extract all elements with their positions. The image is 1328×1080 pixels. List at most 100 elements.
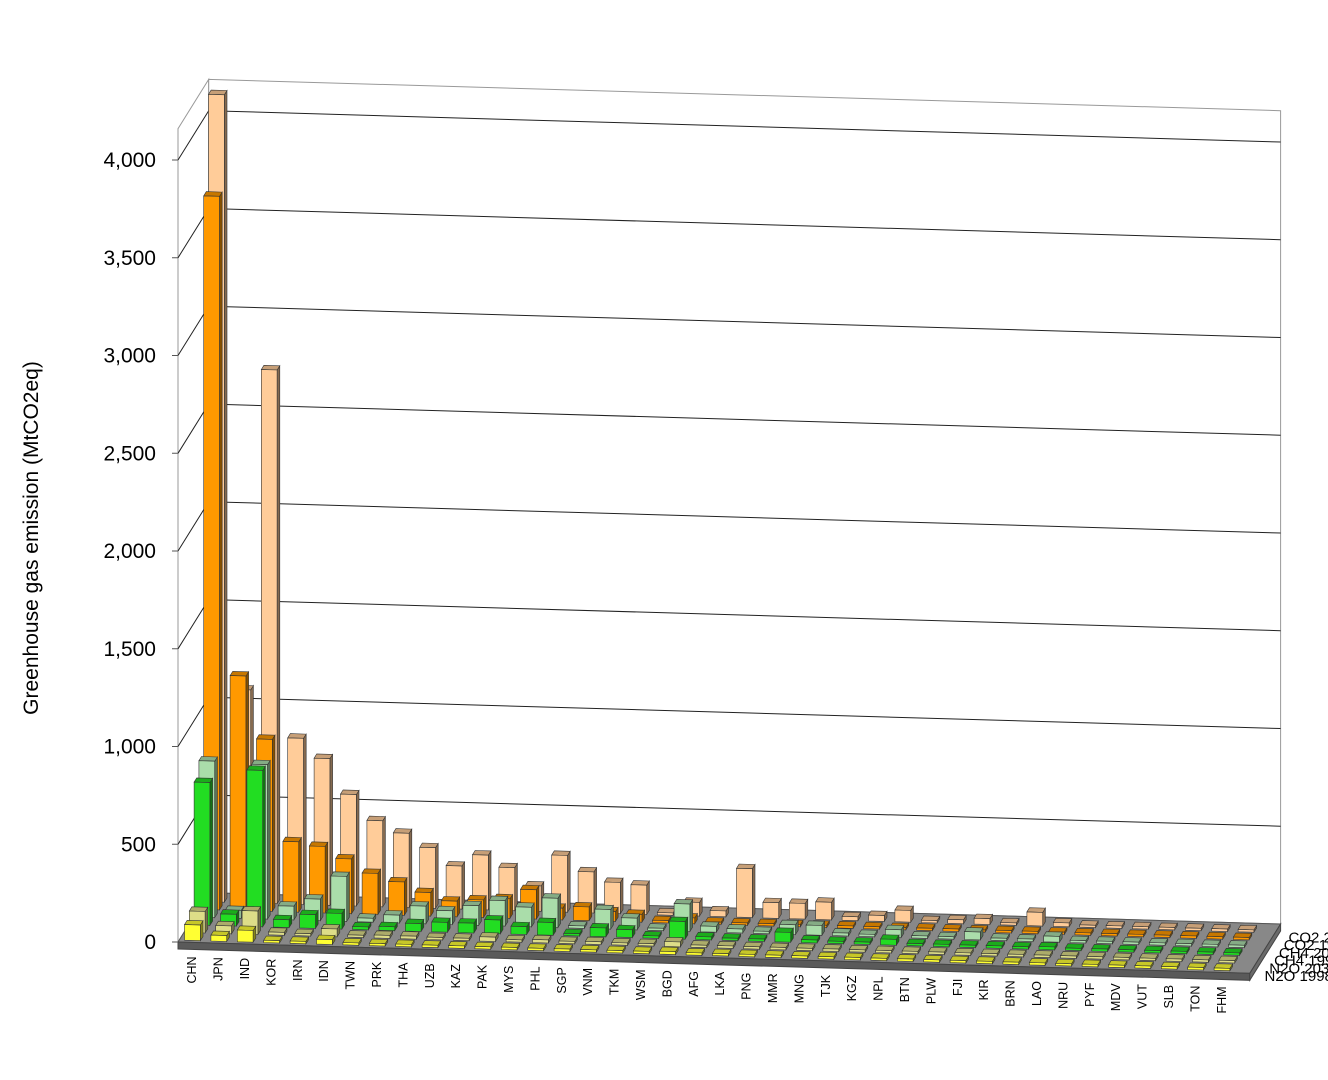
bar	[630, 879, 650, 916]
bar	[747, 933, 768, 943]
bar	[510, 921, 530, 936]
bar	[1218, 955, 1238, 965]
bar	[282, 836, 302, 914]
bar	[527, 943, 547, 952]
bar	[457, 917, 478, 935]
bar	[563, 928, 583, 938]
x-tick-label: CHN	[185, 956, 199, 983]
bar	[822, 943, 842, 953]
bar	[875, 945, 895, 955]
x-tick-label: PYF	[1083, 982, 1097, 1007]
x-tick-label: VNM	[581, 968, 595, 996]
y-tick-label: 2,000	[103, 540, 156, 563]
bar	[368, 938, 389, 948]
bar	[452, 933, 473, 942]
bar	[999, 917, 1020, 927]
bar	[536, 917, 557, 937]
series-label: CO2 2032	[1289, 930, 1328, 947]
bar	[272, 914, 293, 929]
y-tick-label: 2,500	[103, 442, 156, 465]
bar	[1033, 949, 1054, 959]
bar	[690, 939, 710, 949]
bar	[836, 920, 857, 930]
bar	[1131, 921, 1152, 931]
bar	[404, 918, 425, 933]
bar	[711, 948, 732, 958]
bar	[1127, 929, 1147, 938]
bar	[743, 941, 763, 951]
bar	[387, 876, 408, 917]
bar	[642, 930, 662, 940]
x-tick-label: MDV	[1109, 983, 1123, 1011]
bar	[920, 915, 941, 925]
x-tick-label: PRK	[370, 961, 384, 987]
x-tick-label: PNG	[740, 973, 754, 1000]
series-label: CH4 1998	[1274, 953, 1328, 970]
bar	[800, 934, 821, 945]
x-tick-label: KIR	[977, 980, 991, 1001]
bar	[1112, 952, 1133, 961]
bar	[342, 937, 362, 947]
bar	[1191, 954, 1212, 964]
bar	[637, 938, 658, 948]
bar	[863, 921, 883, 931]
bar	[1153, 929, 1174, 939]
bar	[236, 925, 257, 944]
bar	[699, 921, 720, 934]
bar	[901, 946, 922, 955]
bar	[399, 930, 420, 941]
bar	[1184, 923, 1205, 932]
bar	[858, 929, 878, 938]
bar	[985, 940, 1006, 950]
bar	[843, 952, 864, 961]
x-tick-label: FJI	[951, 979, 965, 996]
x-tick-label: KOR	[264, 959, 278, 986]
bar	[932, 939, 953, 948]
x-tick-label: NPL	[872, 976, 886, 1000]
series-label: CH4 2032	[1279, 945, 1328, 962]
bar	[927, 946, 948, 956]
bar	[1187, 962, 1207, 972]
bar	[1002, 956, 1022, 966]
x-tick-label: BRN	[1004, 980, 1018, 1006]
y-tick-label: 1,500	[103, 638, 156, 661]
bar	[395, 939, 415, 948]
bar	[505, 934, 526, 944]
series-label: N2O 1998	[1265, 968, 1328, 985]
bar	[421, 939, 442, 949]
bar	[1016, 933, 1037, 943]
bar	[762, 897, 782, 920]
bar	[1021, 926, 1042, 935]
bar	[949, 955, 970, 965]
bar	[299, 909, 319, 930]
x-tick-label: MYS	[502, 966, 516, 993]
bar	[1074, 927, 1094, 937]
y-tick-label: 3,000	[103, 345, 156, 368]
bar	[791, 950, 811, 960]
x-tick-label: BGD	[660, 970, 674, 997]
bar	[647, 923, 667, 932]
bar	[879, 934, 900, 947]
bar	[738, 949, 758, 958]
x-tick-label: BTN	[898, 977, 912, 1002]
x-tick-label: FHM	[1215, 986, 1229, 1013]
bar	[954, 947, 974, 957]
bar	[183, 919, 204, 942]
bar	[915, 923, 936, 932]
bar	[831, 927, 852, 938]
x-tick-label: WSM	[634, 970, 648, 1001]
bar	[1011, 941, 1032, 951]
bar	[853, 936, 874, 946]
bar	[558, 936, 578, 945]
bar	[685, 947, 706, 957]
bar	[980, 948, 1001, 958]
x-tick-label: PAK	[476, 964, 490, 989]
bar	[531, 934, 552, 945]
y-axis-ticks: 0 500 1,000 1,500 2,000 2,500 3,000 3,500 4,000	[103, 149, 178, 954]
floor-side	[1249, 922, 1282, 983]
bar	[841, 911, 862, 922]
bar	[1026, 907, 1046, 928]
bar	[579, 944, 600, 954]
bar	[1165, 953, 1186, 963]
